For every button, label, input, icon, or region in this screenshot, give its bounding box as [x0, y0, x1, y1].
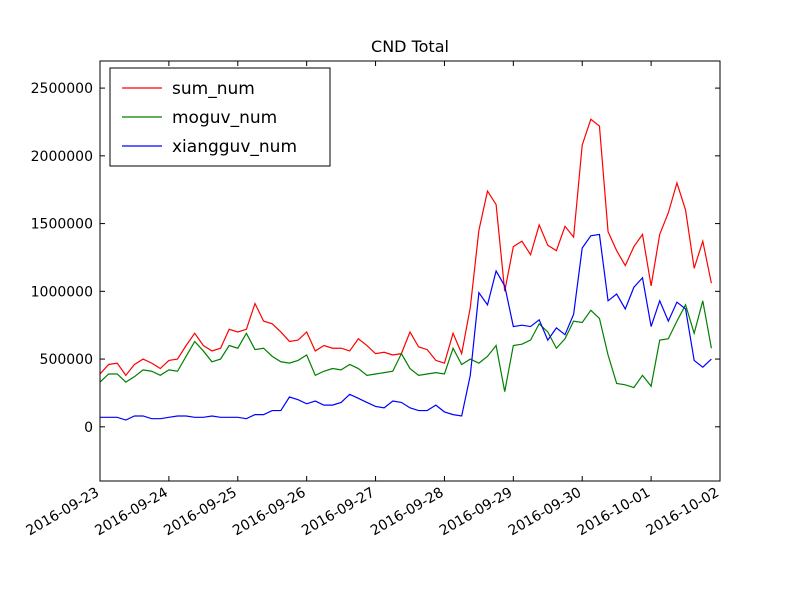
y-tick-label: 2000000 [31, 149, 93, 165]
legend-label: moguv_num [172, 108, 277, 128]
y-tick-label: 1500000 [31, 217, 93, 233]
legend-label: xiangguv_num [172, 137, 297, 157]
legend-label: sum_num [172, 79, 255, 99]
y-tick-label: 0 [84, 420, 93, 436]
legend: sum_num moguv_num xiangguv_num [109, 67, 331, 167]
y-tick-label: 1000000 [31, 284, 93, 300]
y-tick-label: 2500000 [31, 81, 93, 97]
plot-frame [99, 60, 721, 482]
chart-title: CND Total [371, 37, 449, 56]
series-line [100, 300, 712, 392]
y-tick-label: 500000 [40, 352, 93, 368]
series-line [100, 233, 712, 421]
series-line [100, 118, 712, 377]
plot-area [100, 118, 712, 421]
